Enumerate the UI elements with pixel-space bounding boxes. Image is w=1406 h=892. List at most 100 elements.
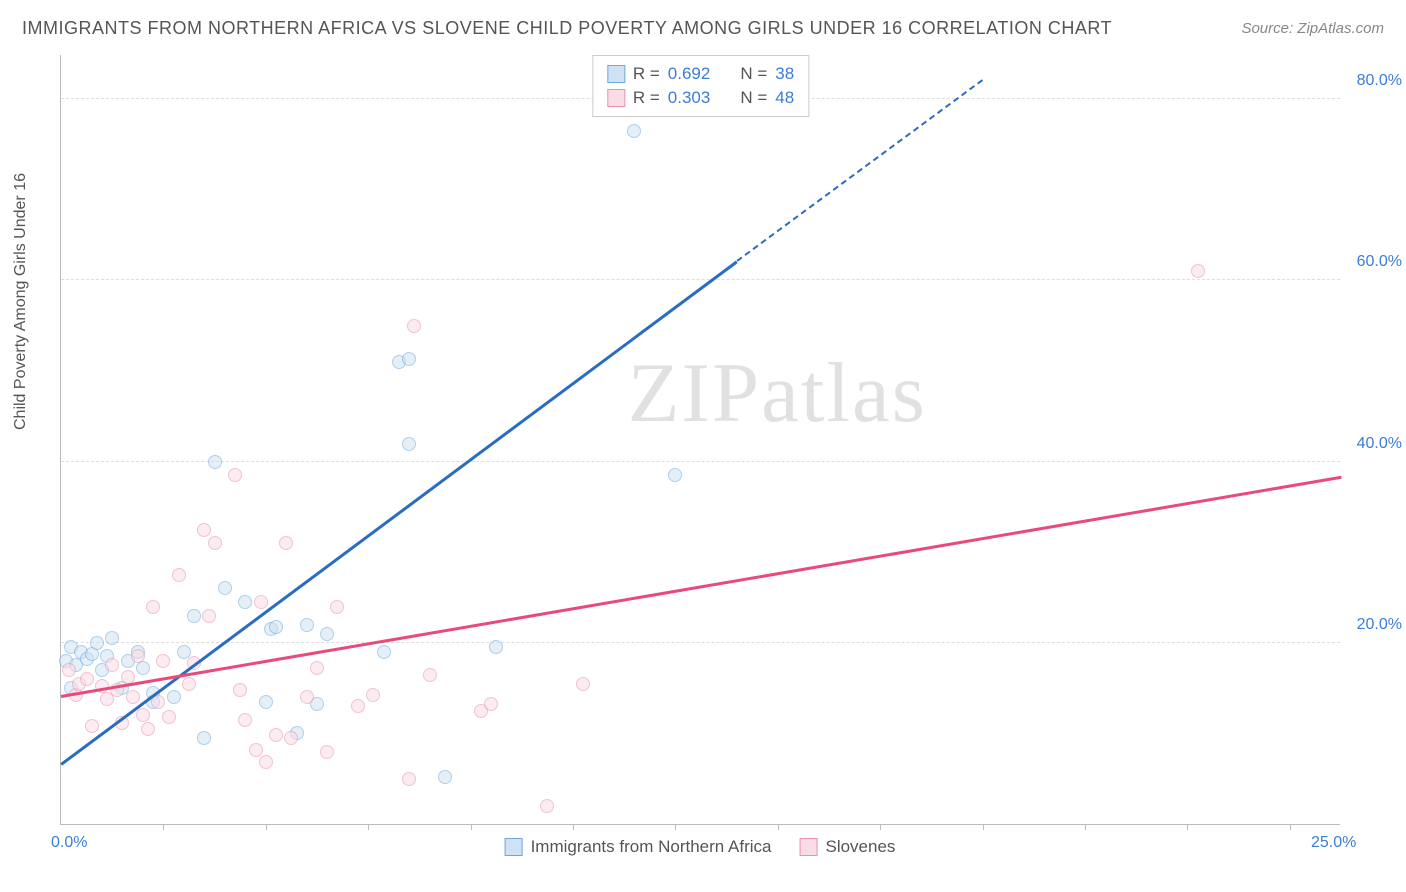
chart-header: IMMIGRANTS FROM NORTHERN AFRICA VS SLOVE… [22,18,1384,39]
legend-correlation-row: R = 0.692 N = 38 [607,62,794,86]
scatter-point-sl [156,654,170,668]
trend-line [61,475,1341,697]
scatter-point-sl [131,649,145,663]
gridline-h [61,461,1340,462]
scatter-point-na [208,455,222,469]
xtick-mark [778,824,779,830]
scatter-point-sl [202,609,216,623]
legend-swatch [505,838,523,856]
gridline-h [61,279,1340,280]
scatter-point-sl [540,799,554,813]
scatter-point-sl [126,690,140,704]
scatter-point-na [668,468,682,482]
scatter-point-sl [407,319,421,333]
scatter-point-na [259,695,273,709]
scatter-point-sl [402,772,416,786]
scatter-point-na [300,618,314,632]
legend-n-label: N = [740,64,767,84]
chart-container: ZIPatlas R =0.692N =38R =0.303N =48 20.0… [60,55,1340,825]
scatter-point-na [238,595,252,609]
scatter-point-sl [300,690,314,704]
scatter-point-sl [254,595,268,609]
scatter-point-na [377,645,391,659]
scatter-point-sl [269,728,283,742]
scatter-point-sl [85,719,99,733]
scatter-point-sl [80,672,94,686]
ytick-label: 60.0% [1357,253,1402,271]
scatter-point-na [627,124,641,138]
xtick-mark [983,824,984,830]
scatter-point-sl [172,568,186,582]
scatter-point-sl [259,755,273,769]
scatter-point-sl [238,713,252,727]
ytick-label: 40.0% [1357,435,1402,453]
legend-series-item: Slovenes [799,837,895,857]
scatter-point-sl [310,661,324,675]
xtick-mark [675,824,676,830]
legend-swatch [607,89,625,107]
scatter-point-na [489,640,503,654]
watermark: ZIPatlas [628,344,927,442]
scatter-point-sl [279,536,293,550]
legend-r-label: R = [633,64,660,84]
chart-title: IMMIGRANTS FROM NORTHERN AFRICA VS SLOVE… [22,18,1112,39]
scatter-point-sl [249,743,263,757]
legend-n-value: 38 [775,64,794,84]
xtick-mark [266,824,267,830]
legend-n-label: N = [740,88,767,108]
scatter-point-sl [330,600,344,614]
scatter-point-sl [320,745,334,759]
scatter-point-sl [162,710,176,724]
plot-area: ZIPatlas R =0.692N =38R =0.303N =48 20.0… [60,55,1340,825]
scatter-point-sl [228,468,242,482]
scatter-point-na [402,437,416,451]
scatter-point-na [402,352,416,366]
legend-series: Immigrants from Northern Africa Slovenes [505,837,896,857]
scatter-point-sl [182,677,196,691]
scatter-point-na [90,636,104,650]
legend-r-value: 0.692 [668,64,711,84]
scatter-point-sl [284,731,298,745]
scatter-point-sl [351,699,365,713]
legend-correlation-row: R =0.303N =48 [607,86,794,110]
scatter-point-sl [62,663,76,677]
legend-series-label: Slovenes [825,837,895,857]
xtick-label: 25.0% [1311,834,1356,852]
scatter-point-na [320,627,334,641]
xtick-mark [880,824,881,830]
scatter-point-sl [208,536,222,550]
scatter-point-na [197,731,211,745]
scatter-point-sl [576,677,590,691]
scatter-point-na [187,609,201,623]
y-axis-label: Child Poverty Among Girls Under 16 [12,173,30,430]
xtick-mark [573,824,574,830]
legend-series-item: Immigrants from Northern Africa [505,837,772,857]
scatter-point-sl [136,708,150,722]
xtick-mark [1187,824,1188,830]
xtick-mark [1290,824,1291,830]
gridline-h [61,642,1340,643]
scatter-point-na [105,631,119,645]
scatter-point-sl [141,722,155,736]
scatter-point-sl [105,658,119,672]
chart-source: Source: ZipAtlas.com [1241,20,1384,37]
scatter-point-sl [1191,264,1205,278]
scatter-point-sl [233,683,247,697]
legend-correlation: R =0.692N =38R =0.303N =48 [592,55,809,117]
xtick-mark [368,824,369,830]
legend-swatch [607,65,625,83]
xtick-label: 0.0% [51,834,87,852]
legend-swatch [799,838,817,856]
legend-r-value: 0.303 [668,88,711,108]
scatter-point-sl [484,697,498,711]
xtick-mark [1085,824,1086,830]
ytick-label: 80.0% [1357,72,1402,90]
scatter-point-na [269,620,283,634]
legend-r-label: R = [633,88,660,108]
scatter-point-sl [366,688,380,702]
scatter-point-na [218,581,232,595]
scatter-point-sl [197,523,211,537]
legend-series-label: Immigrants from Northern Africa [531,837,772,857]
trend-line [60,260,737,765]
ytick-label: 20.0% [1357,616,1402,634]
